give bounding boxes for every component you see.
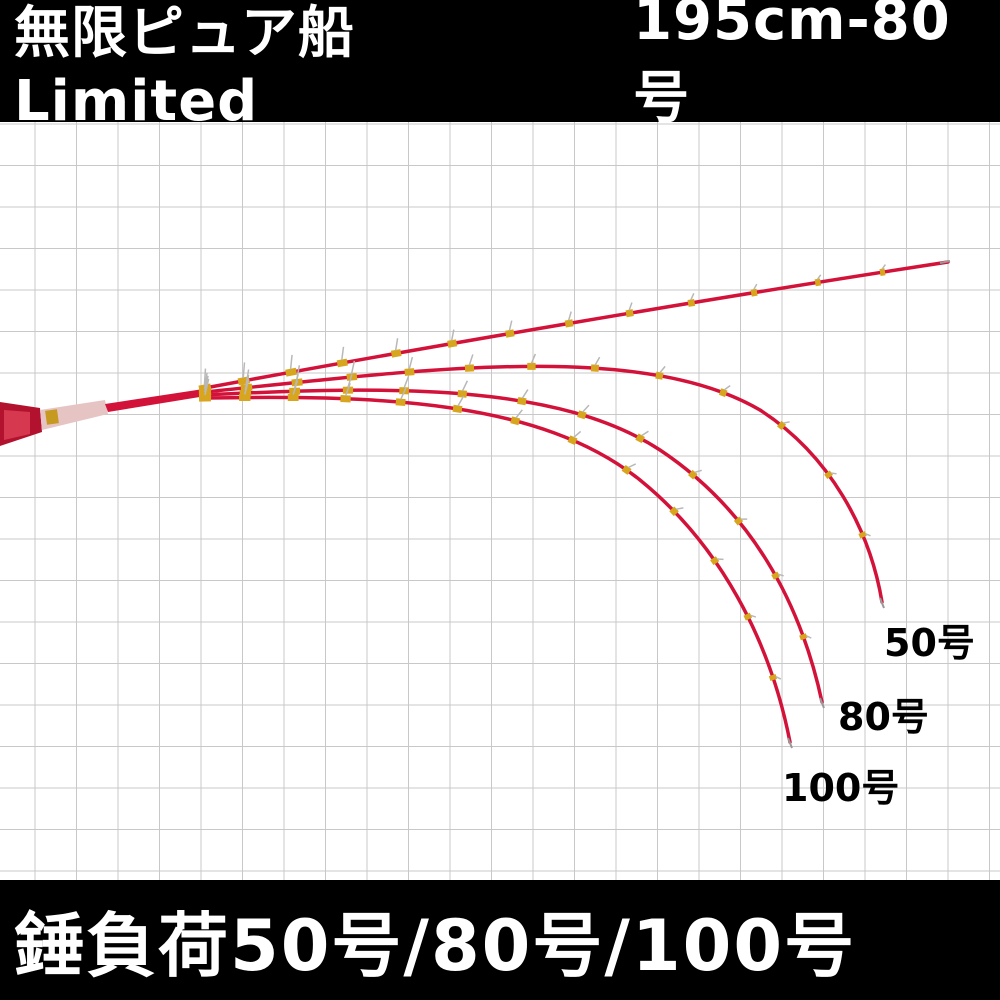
guide-ring — [858, 531, 871, 539]
guide-ring — [390, 338, 402, 358]
guide-ring — [510, 409, 523, 426]
guide-ring — [799, 633, 812, 641]
guide-ring — [564, 311, 574, 328]
label-50: 50号 — [884, 621, 975, 665]
product-name: 無限ピュア船Limited — [14, 1, 355, 134]
guide-ring — [669, 506, 684, 517]
rod-unloaded — [203, 260, 950, 390]
guide-ring — [287, 380, 299, 402]
sinker-load-text: 錘負荷50号/80号/100号 — [14, 904, 857, 987]
product-spec: 195cm-80号 — [633, 0, 951, 131]
guide-ring — [567, 430, 582, 445]
guide-ring — [879, 264, 886, 276]
guide-ring — [577, 404, 590, 420]
rod-bend-diagram — [0, 122, 1000, 880]
guide-ring — [625, 302, 634, 318]
guide-ring — [688, 469, 702, 480]
guide-ring — [198, 378, 212, 402]
guide-ring — [655, 365, 666, 380]
guide-ring — [710, 556, 724, 566]
guide-ring — [750, 283, 758, 297]
guide-ring — [743, 612, 757, 621]
guide-ring — [776, 420, 790, 431]
label-80: 80号 — [838, 695, 929, 739]
guide-ring — [457, 380, 469, 398]
guide-ring — [733, 516, 748, 526]
guide-ring — [621, 463, 637, 475]
rod-curve-50 — [203, 364, 884, 604]
guide-ring — [824, 470, 837, 479]
guide-ring — [464, 354, 475, 372]
guide-ring — [635, 430, 649, 444]
label-100: 100号 — [782, 766, 900, 810]
guide-ring — [395, 387, 407, 407]
rod-butt — [105, 388, 212, 412]
guide-ring — [527, 353, 537, 370]
rod-tips — [787, 260, 951, 749]
rod-curve-100 — [203, 395, 792, 744]
guide-ring — [814, 274, 822, 287]
guide-ring — [590, 356, 601, 372]
footer-banner: 錘負荷50号/80号/100号 — [0, 880, 1000, 1000]
guide-ring — [517, 389, 529, 406]
title-banner: 無限ピュア船Limited 195cm-80号 — [0, 0, 1000, 134]
guide-ring — [285, 354, 298, 377]
guide-ring — [447, 329, 458, 348]
rod-handle — [0, 400, 108, 446]
guide-ring — [718, 384, 731, 398]
guide-ring — [768, 674, 782, 681]
rod-guides — [198, 264, 886, 681]
guide-ring — [505, 320, 515, 338]
rod-curve-80 — [203, 388, 824, 704]
guide-ring — [404, 356, 415, 376]
guide-ring — [771, 571, 784, 580]
grid-background — [0, 122, 1000, 880]
guide-ring — [340, 382, 351, 403]
guide-ring — [452, 395, 465, 414]
guide-ring — [336, 346, 348, 368]
guide-ring — [239, 379, 251, 402]
guide-ring — [687, 292, 696, 307]
